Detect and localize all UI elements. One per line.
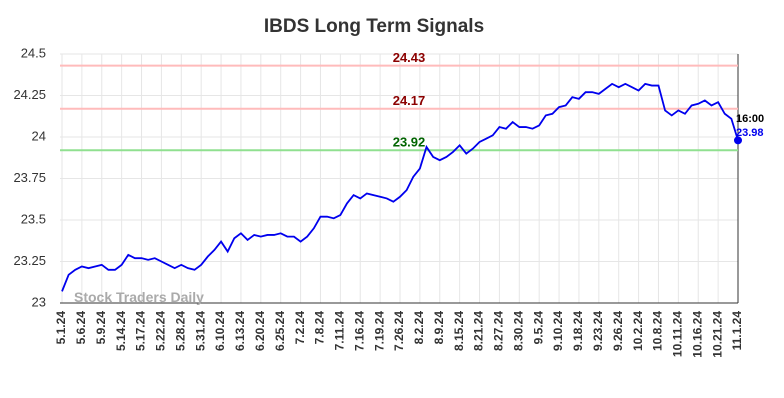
- x-tick-label: 10.2.24: [631, 311, 645, 351]
- x-tick-label: 9.26.24: [611, 311, 625, 351]
- x-tick-label: 10.11.24: [671, 311, 685, 357]
- x-tick-label: 7.11.24: [333, 311, 347, 351]
- price-line: [61, 82, 739, 292]
- last-point: [734, 136, 742, 145]
- x-tick-label: 7.2.24: [293, 311, 307, 345]
- y-tick-label: 24.25: [13, 87, 46, 102]
- y-tick-label: 23.25: [13, 253, 46, 268]
- last-value-label: 23.98: [736, 127, 764, 139]
- x-tick-label: 11.1.24: [730, 311, 744, 351]
- x-tick-label: 9.10.24: [551, 311, 565, 351]
- x-tick-label: 7.19.24: [372, 311, 386, 351]
- x-tick-label: 10.16.24: [690, 311, 704, 358]
- reference-label: 24.17: [393, 93, 426, 108]
- x-tick-label: 5.9.24: [94, 311, 108, 345]
- x-tick-label: 7.26.24: [392, 311, 406, 351]
- watermark: Stock Traders Daily: [74, 289, 204, 305]
- x-tick-label: 6.25.24: [273, 311, 287, 351]
- chart-title: IBDS Long Term Signals: [264, 16, 484, 37]
- x-tick-label: 6.20.24: [253, 311, 267, 351]
- x-tick-label: 9.5.24: [531, 311, 545, 345]
- x-tick-label: 8.30.24: [511, 311, 525, 351]
- x-tick-label: 5.1.24: [54, 311, 68, 345]
- x-tick-label: 10.8.24: [651, 311, 665, 351]
- x-tick-label: 5.22.24: [154, 311, 168, 351]
- x-tick-label: 7.8.24: [313, 311, 327, 345]
- x-tick-label: 5.31.24: [193, 311, 207, 351]
- x-tick-label: 8.9.24: [432, 311, 446, 345]
- y-tick-label: 23.75: [13, 170, 46, 185]
- x-tick-label: 5.14.24: [114, 311, 128, 351]
- x-tick-label: 5.6.24: [74, 311, 88, 345]
- x-tick-label: 8.2.24: [412, 311, 426, 345]
- y-tick-label: 24: [32, 128, 46, 143]
- x-tick-label: 5.17.24: [134, 311, 148, 351]
- x-tick-label: 8.15.24: [452, 311, 466, 351]
- x-tick-label: 9.23.24: [591, 311, 605, 351]
- last-time-label: 16:00: [736, 113, 764, 125]
- reference-label: 23.92: [393, 135, 426, 150]
- x-tick-label: 5.28.24: [173, 311, 187, 351]
- reference-label: 24.43: [393, 50, 426, 65]
- y-tick-label: 23: [32, 294, 46, 309]
- x-tick-label: 7.16.24: [352, 311, 366, 351]
- x-tick-label: 8.27.24: [492, 311, 506, 351]
- y-tick-label: 23.5: [21, 211, 46, 226]
- x-tick-label: 10.21.24: [710, 311, 724, 358]
- y-tick-label: 24.5: [21, 45, 46, 60]
- x-tick-label: 9.18.24: [571, 311, 585, 351]
- x-tick-label: 6.10.24: [213, 311, 227, 351]
- x-tick-label: 8.21.24: [472, 311, 486, 351]
- x-tick-label: 6.13.24: [233, 311, 247, 351]
